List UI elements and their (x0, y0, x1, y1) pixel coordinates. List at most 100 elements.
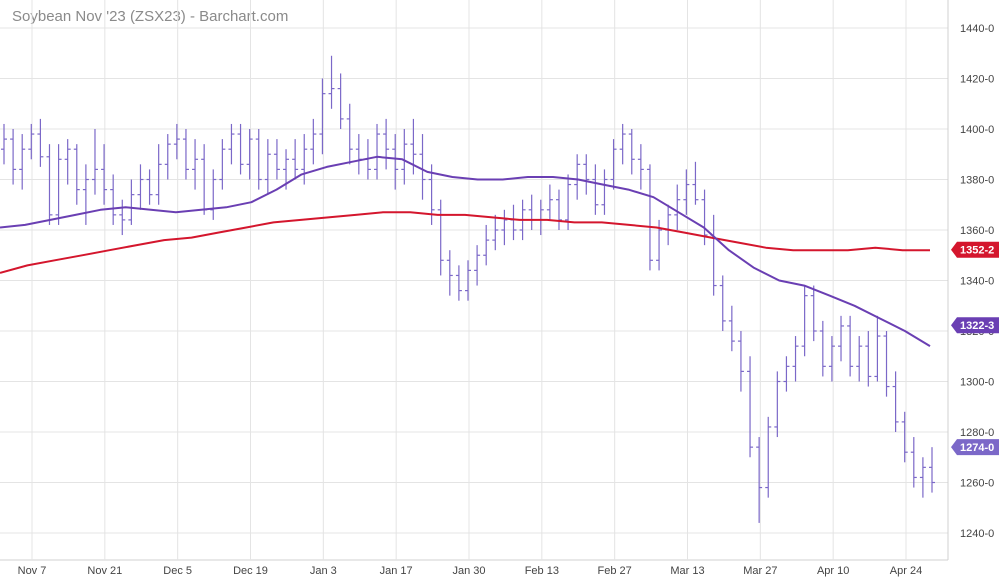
ohlc-bar (737, 331, 744, 392)
price-tag: 1322-3 (951, 317, 999, 334)
price-labels: 1352-2 1322-3 1274-0 (951, 241, 999, 456)
ohlc-bar (692, 161, 699, 205)
ohlc-bar (601, 169, 608, 215)
ohlc-bar (892, 371, 899, 432)
ohlc-bar (173, 123, 180, 160)
ohlc-bar (610, 139, 617, 190)
ohlc-bar (910, 437, 917, 488)
ohlc-bar (137, 164, 144, 210)
grid (0, 0, 949, 561)
ohlc-bar (82, 164, 89, 225)
y-tick-label: 1360-0 (960, 225, 994, 237)
ohlc-bar (392, 134, 399, 190)
ohlc-bar (337, 73, 344, 129)
price-tag: 1274-0 (951, 439, 999, 456)
ohlc-bar (683, 169, 690, 215)
y-tick-label: 1300-0 (960, 377, 994, 389)
ohlc-bar (646, 164, 653, 271)
ohlc-bar (756, 437, 763, 523)
y-tick-label: 1420-0 (960, 74, 994, 86)
moving-averages (0, 155, 931, 347)
ohlc-bar (419, 134, 426, 200)
ohlc-bar (465, 260, 471, 301)
x-tick-label: Apr 24 (890, 565, 922, 577)
ohlc-bar (228, 123, 235, 165)
y-tick-label: 1440-0 (960, 23, 994, 35)
y-tick-label: 1260-0 (960, 478, 994, 490)
ohlc-bar (292, 139, 299, 180)
ohlc-bar (346, 103, 353, 165)
ohlc-bar (210, 169, 217, 220)
ohlc-bar (828, 336, 835, 382)
y-tick-label: 1340-0 (960, 276, 994, 288)
ohlc-bar (510, 204, 517, 241)
x-tick-label: Apr 10 (817, 565, 849, 577)
ohlc-bar (856, 336, 863, 382)
ohlc-bar (901, 411, 908, 463)
ohlc-bar (401, 129, 408, 185)
ohlc-bar (273, 139, 280, 180)
ohlc-bar (810, 285, 817, 342)
ohlc-bar (665, 204, 672, 246)
ohlc-bar (546, 184, 553, 220)
ohlc-bar (255, 129, 262, 190)
price-tag-text: 1352-2 (960, 245, 994, 257)
y-tick-label: 1280-0 (960, 427, 994, 439)
ohlc-bar (929, 447, 935, 493)
ohlc-bar (583, 154, 590, 195)
ohlc-bar (355, 134, 362, 175)
ohlc-bar (847, 315, 854, 377)
ohlc-bar (301, 134, 308, 185)
y-tick-label: 1240-0 (960, 528, 994, 540)
ohlc-bar (437, 199, 444, 276)
ma-long-line (0, 211, 930, 274)
ohlc-bar (710, 214, 717, 296)
ohlc-bar (492, 214, 499, 251)
x-tick-label: Dec 5 (163, 565, 192, 577)
ohlc-bar (164, 134, 171, 180)
ohlc-bar (765, 416, 772, 498)
ohlc-bar (319, 78, 326, 155)
ohlc-bar (237, 123, 244, 175)
y-tick-label: 1400-0 (960, 124, 994, 136)
x-tick-label: Feb 27 (598, 565, 632, 577)
ohlc-bar (246, 129, 253, 180)
ma-short-line (0, 155, 931, 347)
ohlc-bar (1, 123, 7, 165)
ohlc-bar (374, 123, 381, 180)
ohlc-bar (28, 123, 35, 160)
ohlc-bar (310, 118, 317, 165)
ohlc-bar (146, 169, 153, 205)
x-tick-label: Nov 7 (18, 565, 47, 577)
ohlc-bar (919, 457, 926, 498)
y-tick-label: 1380-0 (960, 175, 994, 187)
x-tick-label: Mar 27 (743, 565, 777, 577)
ohlc-bar (182, 129, 189, 180)
ohlc-bar (801, 285, 808, 357)
ohlc-bar (446, 250, 453, 296)
x-axis: Nov 7 Nov 21 Dec 5 Dec 19 Jan 3 Jan 17 Jan 30 F… (18, 565, 923, 577)
ohlc-bar (792, 336, 799, 382)
y-axis: 1240-01260-01280-01300-01320-01340-01360… (960, 23, 994, 540)
ohlc-bar (101, 144, 108, 205)
price-tag-text: 1322-3 (960, 320, 994, 332)
ohlc-bar (819, 320, 826, 377)
ohlc-bars (1, 55, 935, 523)
ohlc-bar (91, 129, 98, 195)
ohlc-bar (592, 164, 599, 215)
ohlc-bar (637, 144, 644, 190)
ohlc-bar (455, 265, 462, 301)
ohlc-bar (46, 144, 53, 225)
ohlc-bar (865, 331, 872, 387)
ohlc-bar (119, 199, 126, 236)
ohlc-bar (110, 174, 117, 225)
ohlc-bar (483, 224, 490, 266)
ohlc-bar (574, 154, 581, 200)
ohlc-bar (264, 139, 271, 195)
ohlc-bar (838, 315, 845, 362)
ohlc-bar (10, 129, 17, 185)
ohlc-bar (719, 275, 726, 331)
ohlc-bar (55, 144, 62, 225)
ohlc-bar (328, 55, 335, 109)
